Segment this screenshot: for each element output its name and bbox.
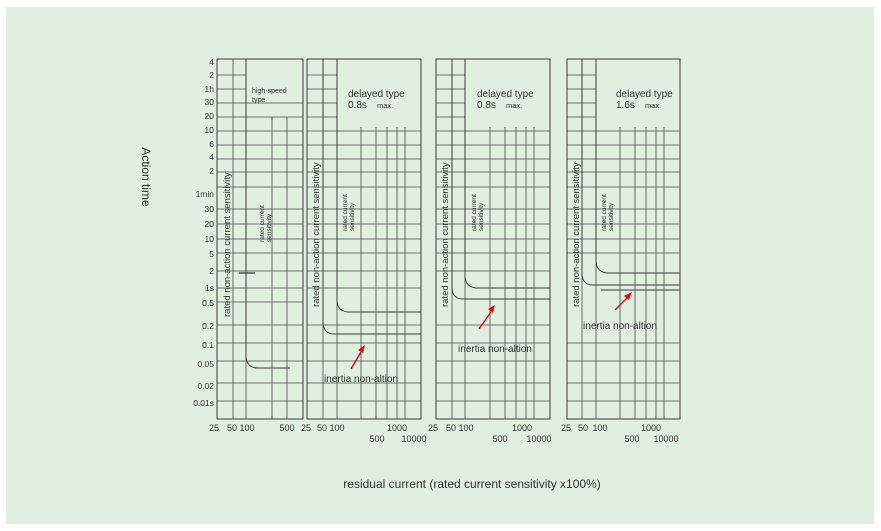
y-tick: 5 xyxy=(209,249,214,259)
x-tick: 25 xyxy=(301,423,311,433)
x-tick: 50 xyxy=(446,423,456,433)
x-tick-labels: 25 50 100 1000 500 10000 xyxy=(561,423,679,444)
y-tick: 10 xyxy=(205,234,215,244)
sensitivity-label: rated currentsensitivity xyxy=(601,194,615,231)
time-label: 0.8s xyxy=(477,100,496,111)
red-arrow xyxy=(614,297,628,311)
x-tick: 50 xyxy=(578,423,588,433)
max-label: max. xyxy=(645,101,661,110)
max-label: max. xyxy=(506,101,522,110)
y-tick: 2 xyxy=(209,166,214,176)
x-tick: 1000 xyxy=(387,423,407,433)
y-tick: 20 xyxy=(205,111,215,121)
annotation: inertia non-altion xyxy=(324,374,398,385)
max-label: max. xyxy=(377,101,393,110)
x-tick: 25 xyxy=(561,423,571,433)
x-tick: 50 xyxy=(317,423,327,433)
annotation: inertia non-altion xyxy=(583,321,657,332)
y-tick: 2 xyxy=(209,70,214,80)
y-tick: 4 xyxy=(209,152,214,162)
x-tick: 100 xyxy=(458,423,473,433)
trip-curve-inertia xyxy=(581,59,680,286)
y-tick: 0.2 xyxy=(202,321,214,331)
x-tick: 100 xyxy=(592,423,607,433)
type-label: delayed type xyxy=(348,89,405,100)
trip-curve-inertia xyxy=(322,59,421,335)
y-tick: 1s xyxy=(205,283,214,293)
y-tick: 6 xyxy=(209,139,214,149)
type-label: delayed type xyxy=(477,89,534,100)
x-axis-title: residual current (rated current sensitiv… xyxy=(343,477,600,491)
panel-delayed-16: rated non-action current sensitivity rat… xyxy=(561,58,681,444)
y-tick: 4 xyxy=(209,57,214,67)
x-tick: 500 xyxy=(369,434,384,444)
x-tick: 50 xyxy=(227,423,237,433)
x-tick-labels: 25 50 100 1000 500 10000 xyxy=(428,423,552,444)
panel-grid xyxy=(567,59,680,419)
red-arrow xyxy=(478,311,492,330)
y-tick: 0.02 xyxy=(197,381,214,391)
sensitivity-label: rated currentsensitivity xyxy=(342,194,356,231)
y-tick: 20 xyxy=(205,219,215,229)
y-axis-title: Action time xyxy=(139,147,153,207)
x-tick: 10000 xyxy=(526,434,551,444)
red-arrow-head xyxy=(624,292,632,300)
y-tick: 10 xyxy=(205,125,215,135)
x-tick: 500 xyxy=(279,423,294,433)
panel-grid xyxy=(217,59,303,419)
trip-curve-max xyxy=(595,59,680,274)
red-arrow xyxy=(350,351,362,370)
type-label-line1: high-speed xyxy=(252,88,287,95)
annotation: inertia non-altion xyxy=(458,344,532,355)
x-tick: 1000 xyxy=(512,423,532,433)
y-tick: 1min xyxy=(196,189,215,199)
x-tick: 1000 xyxy=(641,423,661,433)
panel-delayed-08-a: rated non-action current sensitivity rat… xyxy=(301,58,427,444)
panel-grid xyxy=(307,59,421,419)
y-tick: 0.1 xyxy=(202,340,214,350)
x-tick: 100 xyxy=(239,423,254,433)
red-arrow-head xyxy=(488,305,495,313)
y-tick-labels: 4 2 1h 30 20 10 6 4 2 1min 30 20 10 5 2 … xyxy=(193,57,214,408)
characteristic-diagram: Action time 4 2 1h 30 20 10 6 4 2 1min 3… xyxy=(139,57,681,491)
y-tick: 30 xyxy=(205,97,215,107)
trip-curve-max xyxy=(464,59,550,289)
sensitivity-label: rated currentsensitivity xyxy=(471,194,485,231)
type-label-line2: type xyxy=(252,97,265,104)
x-tick-labels: 25 50 100 500 xyxy=(209,423,295,433)
x-tick: 25 xyxy=(428,423,438,433)
y-tick: 30 xyxy=(205,204,215,214)
y-tick: 0.5 xyxy=(202,298,214,308)
y-tick: 2 xyxy=(209,266,214,276)
vertical-label: rated non-action current sensitivity xyxy=(311,162,322,307)
x-tick-labels: 25 50 100 1000 500 10000 xyxy=(301,423,427,444)
time-label: 1.6s xyxy=(616,100,635,111)
x-tick: 10000 xyxy=(401,434,426,444)
vertical-label: rated non-action current sensitivity xyxy=(571,162,582,307)
trip-curve-max xyxy=(336,59,421,313)
red-arrow-head xyxy=(358,345,365,353)
x-tick: 500 xyxy=(624,434,639,444)
y-tick: 0.05 xyxy=(197,359,214,369)
x-tick: 100 xyxy=(329,423,344,433)
sensitivity-label: rated currentsensitivity xyxy=(259,205,273,242)
time-label: 0.8s xyxy=(348,100,367,111)
x-tick: 10000 xyxy=(653,434,678,444)
x-tick: 25 xyxy=(209,423,219,433)
y-tick: 1h xyxy=(205,84,215,94)
panel-grid xyxy=(436,59,550,419)
panel-delayed-08-b: rated non-action current sensitivity rat… xyxy=(428,58,552,444)
y-tick: 0.01s xyxy=(193,398,214,408)
type-label: delayed type xyxy=(616,89,673,100)
trip-curve xyxy=(245,59,290,369)
panel-high-speed: rated non-action current sensitivity rat… xyxy=(209,58,304,433)
x-tick: 500 xyxy=(492,434,507,444)
vertical-label: rated non-action current sensitivity xyxy=(440,162,451,307)
trip-curve-inertia xyxy=(451,59,550,300)
figure-frame: Action time 4 2 1h 30 20 10 6 4 2 1min 3… xyxy=(6,7,874,524)
vertical-label: rated non-action current sensitivity xyxy=(222,172,233,317)
